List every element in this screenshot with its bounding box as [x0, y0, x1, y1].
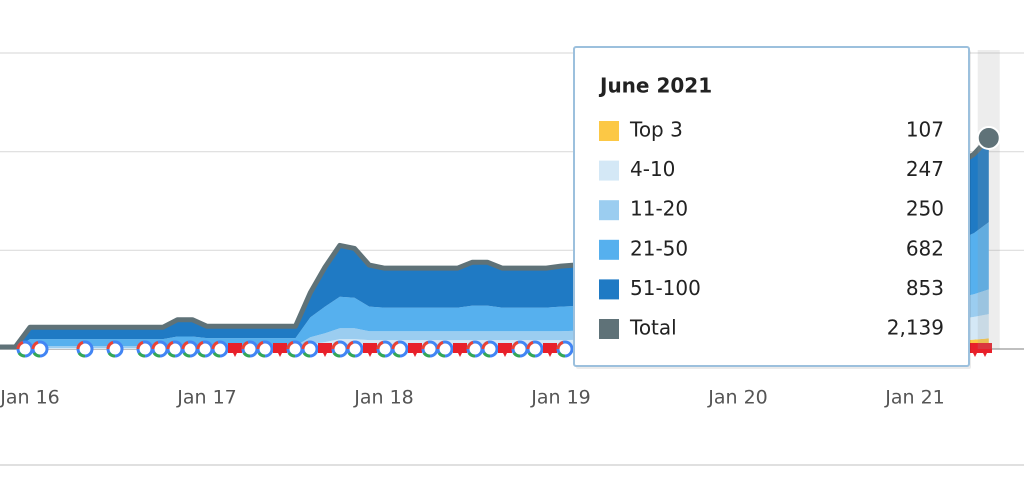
tooltip-swatch	[599, 239, 619, 260]
event-google-part	[257, 352, 266, 358]
event-google-part	[391, 340, 399, 350]
event-google-part	[32, 352, 41, 358]
event-pin	[228, 343, 242, 357]
event-google-part	[511, 340, 519, 350]
tooltip-value: 107	[906, 118, 944, 142]
hover	[976, 50, 1001, 349]
event-google-part	[182, 352, 191, 358]
event-google-part	[376, 340, 384, 350]
event-google-part	[422, 352, 431, 358]
event-google-part	[166, 340, 174, 350]
tooltip-series-name: 11-20	[630, 197, 688, 221]
event-google-part	[437, 352, 446, 358]
event-markers	[16, 340, 992, 358]
event-pin	[408, 343, 422, 357]
x-tick-label: Jan 16	[0, 387, 60, 409]
event-google-part	[106, 340, 114, 350]
event-google-part	[436, 340, 444, 350]
x-tick-label: Jan 18	[353, 387, 414, 409]
x-tick-label: Jan 17	[176, 387, 237, 409]
tooltip-series-name: Total	[629, 316, 677, 340]
event-google-part	[512, 352, 521, 358]
tooltip-value: 250	[906, 197, 944, 221]
event-google-part	[332, 352, 341, 358]
event-google-part	[392, 352, 401, 358]
event-google-part	[211, 340, 219, 350]
event-google-part	[302, 352, 311, 358]
event-google-part	[377, 352, 386, 358]
event-pin	[318, 343, 332, 357]
event-google-part	[241, 340, 249, 350]
event-pin	[978, 343, 992, 357]
tooltip-value: 682	[906, 236, 944, 260]
x-axis: Jan 16 Jan 17 Jan 18 Jan 19 Jan 20 Jan 21	[0, 387, 945, 409]
event-pin	[363, 343, 377, 357]
event-google-part	[482, 352, 491, 358]
hover-band	[977, 50, 1000, 349]
event-google-part	[167, 352, 176, 358]
event-google-part	[331, 340, 339, 350]
tooltip-box	[573, 46, 970, 367]
event-google-part	[286, 340, 294, 350]
event-google-part	[16, 340, 24, 350]
tooltip-swatch	[599, 279, 619, 300]
event-google-part	[136, 340, 144, 350]
event-google-part	[242, 352, 251, 358]
tooltip-swatch	[599, 160, 619, 181]
tooltip-series-name: 4-10	[630, 157, 675, 181]
tooltip-value: 2,139	[887, 316, 944, 340]
event-google-part	[152, 352, 161, 358]
event-pin	[273, 343, 287, 357]
tooltip: June 2021 Top 3 107 4-10 247 11-20 250 21-50 68…	[573, 46, 971, 369]
tooltip-title: June 2021	[598, 74, 712, 98]
event-google-part	[196, 340, 204, 350]
event-google-part	[107, 352, 116, 358]
event-google-part	[76, 340, 84, 350]
event-google-part	[467, 352, 476, 358]
x-tick-label: Jan 21	[884, 387, 945, 409]
event-google-part	[466, 340, 474, 350]
event-google-part	[287, 352, 296, 358]
event-google-part	[347, 352, 356, 358]
tooltip-series-name: 21-50	[630, 236, 688, 260]
event-pin	[498, 343, 512, 357]
event-google-part	[421, 340, 429, 350]
event-google-part	[17, 352, 26, 358]
tooltip-value: 853	[906, 276, 944, 300]
event-google-part	[77, 352, 86, 358]
event-pin	[543, 343, 557, 357]
tooltip-swatch	[599, 319, 619, 339]
event-google-part	[556, 340, 564, 350]
x-tick-label: Jan 19	[530, 387, 591, 409]
event-google-part	[346, 340, 354, 350]
event-google-part	[181, 340, 189, 350]
event-google-part	[527, 352, 536, 358]
x-tick-label: Jan 20	[707, 387, 768, 409]
tooltip-series-name: Top 3	[629, 118, 683, 142]
event-google-part	[256, 340, 264, 350]
tooltip-swatch	[599, 200, 619, 221]
tooltip-series-name: 51-100	[630, 276, 701, 300]
event-pin	[453, 343, 467, 357]
event-google-part	[481, 340, 489, 350]
event-google-part	[151, 340, 159, 350]
event-google-part	[557, 352, 566, 358]
event-google-part	[212, 352, 221, 358]
tooltip-value: 247	[906, 157, 944, 181]
event-google-part	[301, 340, 309, 350]
event-google-part	[137, 352, 146, 358]
event-google-part	[31, 340, 39, 350]
event-google-part	[526, 340, 534, 350]
event-google-part	[197, 352, 206, 358]
hover-dot	[976, 125, 1001, 150]
tooltip-swatch	[599, 121, 619, 141]
